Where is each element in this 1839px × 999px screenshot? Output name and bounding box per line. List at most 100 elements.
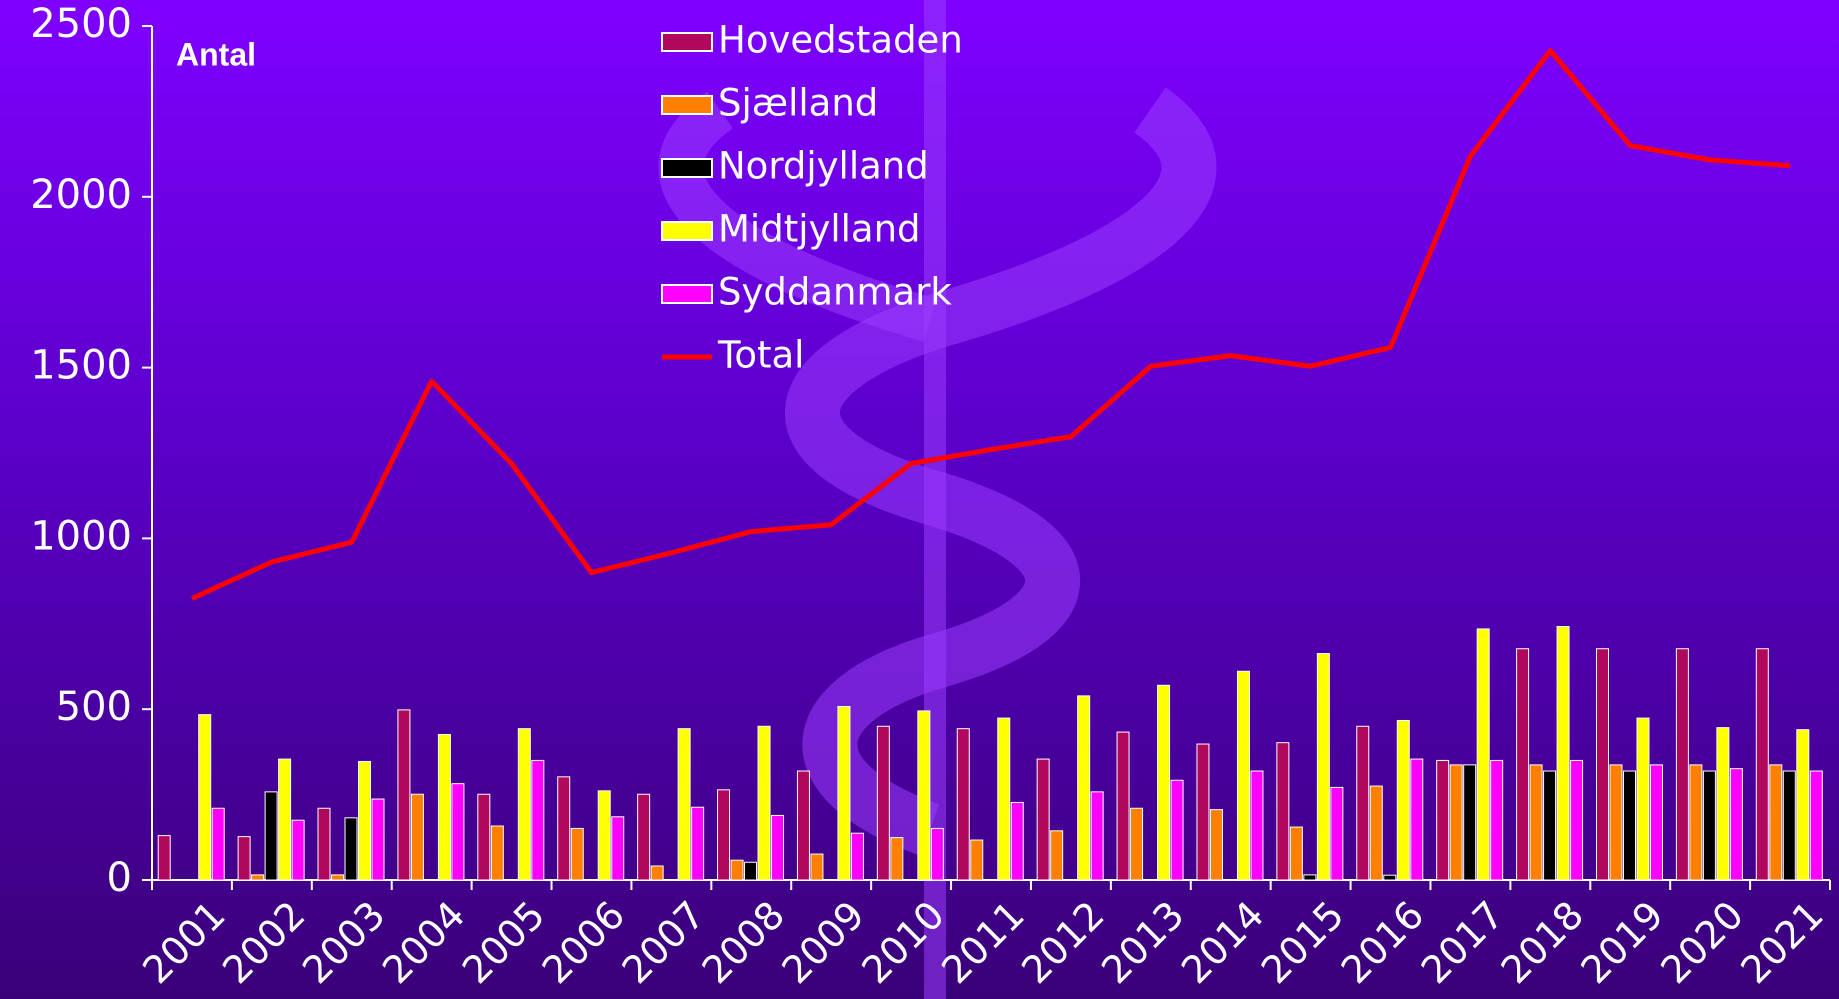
bar — [1636, 717, 1650, 881]
bar — [317, 807, 331, 881]
legend: Hovedstaden Sjælland Nordjylland Midtjyllan… — [661, 19, 963, 377]
bar — [1476, 628, 1490, 881]
bar — [1755, 648, 1769, 881]
x-tick-label: 2021 — [1732, 893, 1832, 993]
x-tick-label: 2020 — [1652, 893, 1752, 993]
bar — [1356, 725, 1370, 881]
bar — [517, 728, 531, 881]
bar — [717, 789, 731, 881]
bar — [1276, 742, 1290, 881]
bar — [876, 725, 890, 881]
bar — [344, 817, 358, 881]
bar — [570, 827, 584, 881]
x-tick-label: 2003 — [294, 893, 394, 993]
bar — [264, 791, 278, 881]
bar — [251, 874, 265, 881]
bar — [451, 783, 465, 881]
bar — [278, 758, 292, 881]
x-tick-label: 2006 — [534, 893, 634, 993]
bar — [1396, 719, 1410, 881]
bar — [744, 861, 758, 881]
x-tick-label: 2015 — [1253, 893, 1353, 993]
y-tick-label: 500 — [56, 684, 132, 730]
x-tick-label: 2017 — [1413, 893, 1513, 993]
bar — [1809, 770, 1823, 881]
bar — [997, 717, 1011, 881]
bar — [650, 865, 664, 881]
legend-label: Midtjylland — [718, 208, 921, 251]
bar — [1050, 830, 1064, 881]
bar — [1116, 731, 1130, 881]
bar — [1090, 791, 1104, 881]
x-tick-label: 2004 — [374, 893, 474, 993]
bar — [956, 728, 970, 881]
bar — [757, 725, 771, 881]
legend-label: Sjælland — [718, 82, 878, 125]
x-tick-label: 2013 — [1093, 893, 1193, 993]
x-tick-label: 2007 — [614, 893, 714, 993]
bar — [796, 770, 810, 881]
bar — [1529, 764, 1543, 881]
bar — [730, 859, 744, 881]
bar — [1236, 670, 1250, 881]
bar — [237, 836, 251, 881]
bar — [1410, 758, 1424, 881]
bar — [1649, 764, 1663, 881]
legend-label: Syddanmark — [718, 271, 952, 314]
y-tick-label: 1000 — [30, 513, 132, 559]
legend-swatch — [661, 95, 713, 115]
bar — [1782, 770, 1796, 881]
bar — [1769, 764, 1783, 881]
bar — [1010, 801, 1024, 881]
bar — [557, 776, 571, 881]
bar — [1436, 759, 1450, 881]
bar — [358, 760, 372, 881]
x-tick-label: 2018 — [1493, 893, 1593, 993]
bar — [1556, 626, 1570, 881]
bar — [1716, 727, 1730, 881]
bar — [597, 790, 611, 881]
total-line — [190, 48, 1791, 601]
bar — [1675, 648, 1689, 881]
bar — [1316, 653, 1330, 881]
bar — [1595, 648, 1609, 881]
bar — [917, 710, 931, 881]
bar — [1622, 770, 1636, 881]
x-tick-label: 2012 — [1013, 893, 1113, 993]
bar — [1209, 809, 1223, 881]
bar — [1463, 764, 1477, 881]
bar — [1609, 764, 1623, 881]
bar — [331, 874, 345, 881]
bar — [1449, 764, 1463, 881]
bar — [1170, 779, 1184, 881]
bar — [611, 816, 625, 881]
x-tick-label: 2001 — [134, 893, 234, 993]
y-tick-label: 2000 — [30, 172, 132, 218]
bar — [890, 837, 904, 881]
bar — [1543, 770, 1557, 881]
bar — [1729, 768, 1743, 881]
bar — [397, 709, 411, 881]
bar — [771, 814, 785, 881]
bar — [810, 853, 824, 881]
bar — [677, 728, 691, 881]
x-tick-label: 2011 — [933, 893, 1033, 993]
bar — [1383, 874, 1397, 881]
bar — [531, 759, 545, 881]
bar — [1689, 764, 1703, 881]
y-tick-label: 0 — [107, 855, 132, 901]
legend-swatch — [661, 221, 713, 241]
x-tick-label: 2014 — [1173, 893, 1273, 993]
bar — [1570, 759, 1584, 881]
bar — [291, 819, 305, 881]
bar — [477, 793, 491, 881]
bar — [157, 835, 171, 881]
x-tick-label: 2008 — [694, 893, 794, 993]
x-tick-label: 2002 — [214, 893, 314, 993]
bar — [1036, 758, 1050, 881]
bar — [1196, 743, 1210, 881]
bar — [850, 832, 864, 881]
y-tick-label: 1500 — [30, 343, 132, 389]
